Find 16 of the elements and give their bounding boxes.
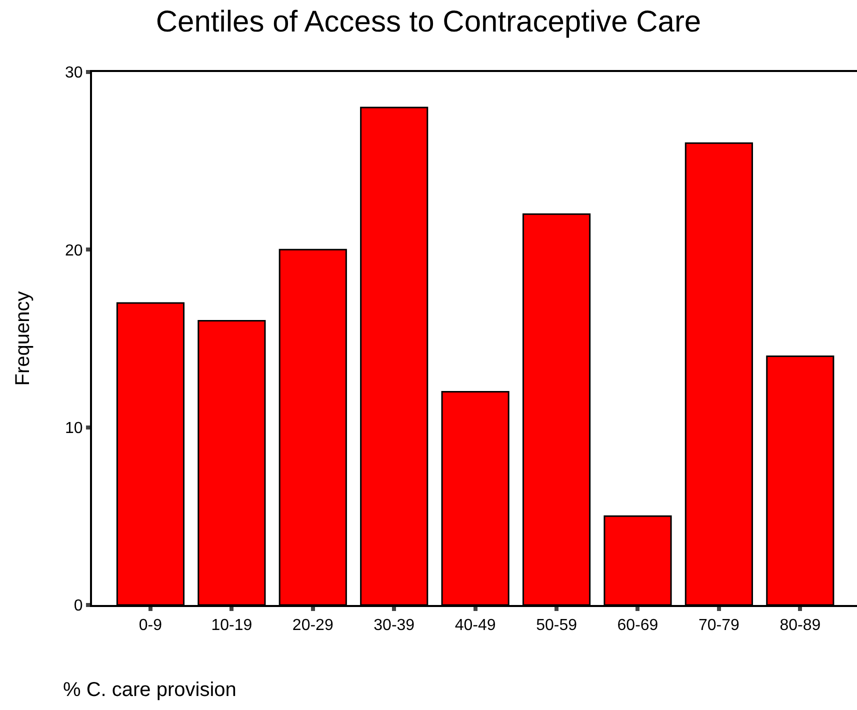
y-tick-label: 0 xyxy=(74,598,83,615)
y-tick-label: 30 xyxy=(65,64,83,82)
y-tick-label: 10 xyxy=(65,420,83,437)
x-tick-label: 20-29 xyxy=(292,617,334,634)
x-tick-label: 40-49 xyxy=(454,617,496,634)
x-tick-label: 50-59 xyxy=(536,617,578,634)
x-tick-label: 10-19 xyxy=(211,617,252,634)
y-tick-label: 20 xyxy=(65,242,83,260)
x-tick-label: 30-39 xyxy=(374,617,415,634)
y-axis-title: Frequency xyxy=(12,291,34,386)
x-tick-label: 70-79 xyxy=(698,617,740,634)
x-tick-label: 60-69 xyxy=(617,617,658,634)
x-tick-label: 80-89 xyxy=(780,617,821,634)
chart-title: Centiles of Access to Contraceptive Care xyxy=(156,6,702,39)
x-tick-label: 0-9 xyxy=(138,617,162,634)
x-axis-title: % C. care provision xyxy=(63,679,236,701)
